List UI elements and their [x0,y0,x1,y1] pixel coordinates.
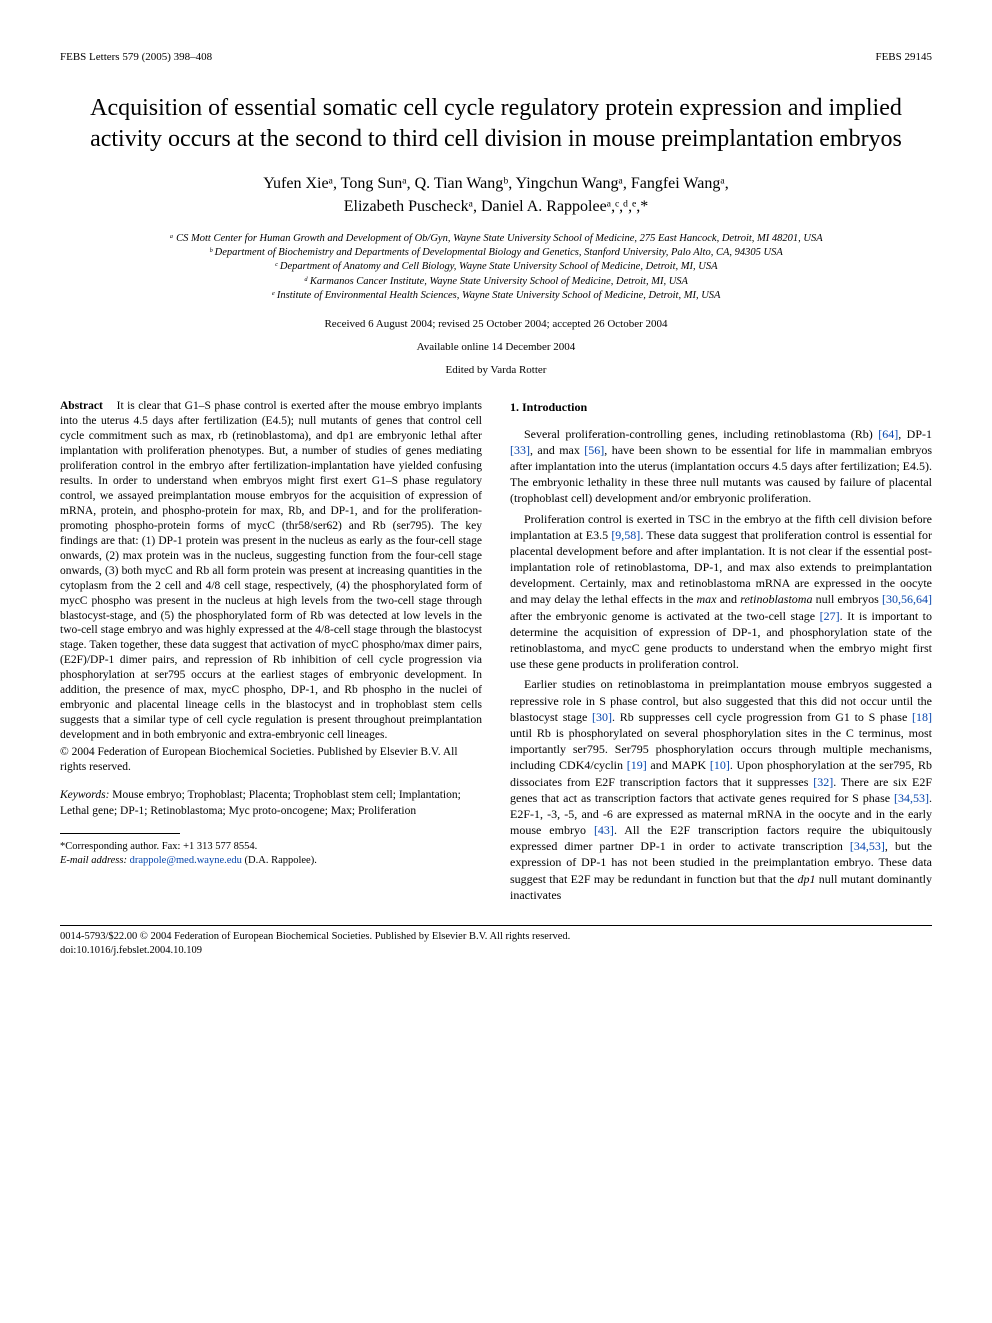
two-column-body: Abstract It is clear that G1–S phase con… [60,399,932,907]
footer-doi: doi:10.1016/j.febslet.2004.10.109 [60,944,932,958]
article-id: FEBS 29145 [875,50,932,65]
ref-56[interactable]: [56] [584,443,604,457]
gene-dp1: dp1 [797,872,815,886]
authors-line-1: Yufen Xieᵃ, Tong Sunᵃ, Q. Tian Wangᵇ, Yi… [60,173,932,195]
ref-19[interactable]: [19] [627,758,647,772]
p1-text-c: , and max [530,443,584,457]
ref-18[interactable]: [18] [912,710,932,724]
right-column: 1. Introduction Several proliferation-co… [510,399,932,907]
intro-para-1: Several proliferation-controlling genes,… [510,426,932,507]
footer-copyright: 0014-5793/$22.00 © 2004 Federation of Eu… [60,930,932,944]
email-label: E-mail address: [60,855,130,866]
abstract-copyright: © 2004 Federation of European Biochemica… [60,745,482,776]
affiliation-c: ᶜ Department of Anatomy and Cell Biology… [60,260,932,274]
left-column: Abstract It is clear that G1–S phase con… [60,399,482,907]
intro-para-3: Earlier studies on retinoblastoma in pre… [510,676,932,903]
running-header: FEBS Letters 579 (2005) 398–408 FEBS 291… [60,50,932,65]
footer-separator [60,925,932,926]
introduction-heading: 1. Introduction [510,399,932,415]
affiliation-a: ᵃ CS Mott Center for Human Growth and De… [60,232,932,246]
p2-text-d: null embryos [812,592,882,606]
p1-text-b: , DP-1 [898,427,932,441]
edited-by: Edited by Varda Rotter [60,363,932,378]
ref-43[interactable]: [43] [594,823,614,837]
affiliation-d: ᵈ Karmanos Cancer Institute, Wayne State… [60,275,932,289]
ref-9-58[interactable]: [9,58] [611,528,640,542]
received-dates: Received 6 August 2004; revised 25 Octob… [60,317,932,332]
ref-10[interactable]: [10] [710,758,730,772]
p1-text-a: Several proliferation-controlling genes,… [524,427,878,441]
ref-30[interactable]: [30] [592,710,612,724]
corresponding-email-line: E-mail address: drappole@med.wayne.edu (… [60,854,482,868]
author-list: Yufen Xieᵃ, Tong Sunᵃ, Q. Tian Wangᵇ, Yi… [60,173,932,218]
article-title: Acquisition of essential somatic cell cy… [60,93,932,155]
email-tail: (D.A. Rappolee). [242,855,317,866]
email-link[interactable]: drappole@med.wayne.edu [130,855,242,866]
corresponding-author: *Corresponding author. Fax: +1 313 577 8… [60,840,482,868]
gene-max: max [697,592,717,606]
corresponding-separator [60,833,180,834]
journal-citation: FEBS Letters 579 (2005) 398–408 [60,50,212,65]
keywords-text: Mouse embryo; Trophoblast; Placenta; Tro… [60,789,461,817]
affiliation-e: ᵉ Institute of Environmental Health Scie… [60,289,932,303]
ref-27[interactable]: [27] [820,609,840,623]
authors-line-2: Elizabeth Puscheckᵃ, Daniel A. Rappoleeᵃ… [60,196,932,218]
intro-para-2: Proliferation control is exerted in TSC … [510,511,932,673]
ref-33[interactable]: [33] [510,443,530,457]
ref-32[interactable]: [32] [813,775,833,789]
ref-64[interactable]: [64] [878,427,898,441]
gene-retinoblastoma: retinoblastoma [740,592,812,606]
page-footer: 0014-5793/$22.00 © 2004 Federation of Eu… [60,930,932,957]
abstract-block: Abstract It is clear that G1–S phase con… [60,399,482,743]
ref-34-53[interactable]: [34,53] [894,791,929,805]
p3-text-d: and MAPK [647,758,710,772]
p2-text-c: and [717,592,741,606]
abstract-label: Abstract [60,400,103,412]
affiliation-b: ᵇ Department of Biochemistry and Departm… [60,246,932,260]
ref-34-53b[interactable]: [34,53] [850,839,885,853]
p2-text-e: after the embryonic genome is activated … [510,609,820,623]
corresponding-fax: *Corresponding author. Fax: +1 313 577 8… [60,840,482,854]
available-online: Available online 14 December 2004 [60,340,932,355]
ref-30-56-64[interactable]: [30,56,64] [882,592,932,606]
keywords-block: Keywords: Mouse embryo; Trophoblast; Pla… [60,788,482,819]
keywords-label: Keywords: [60,789,109,801]
p3-text-b: . Rb suppresses cell cycle progression f… [612,710,912,724]
affiliations: ᵃ CS Mott Center for Human Growth and De… [60,232,932,303]
abstract-text: It is clear that G1–S phase control is e… [60,400,482,741]
